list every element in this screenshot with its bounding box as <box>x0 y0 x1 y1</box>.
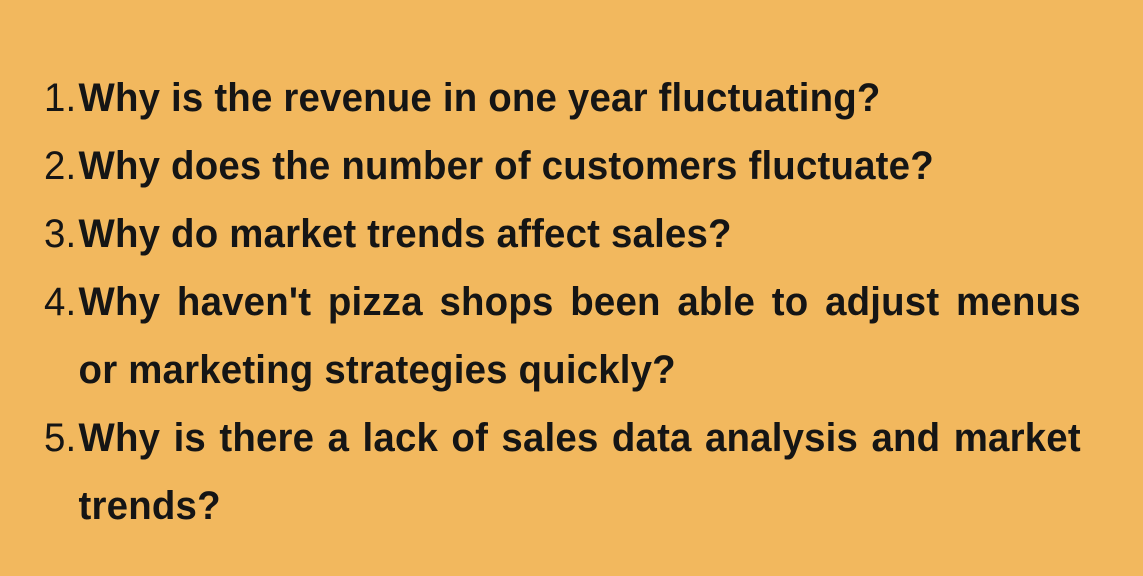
item-number: 5. <box>44 416 77 460</box>
list-item: 2. Why does the number of customers fluc… <box>44 132 1081 200</box>
list-item: 4. Why haven't pizza shops been able to … <box>44 268 1081 404</box>
item-number: 3. <box>44 212 77 256</box>
list-item: 3. Why do market trends affect sales? <box>44 200 1081 268</box>
item-number: 4. <box>44 280 77 324</box>
list-item: 5. Why is there a lack of sales data ana… <box>44 404 1081 540</box>
item-text: Why haven't pizza shops been able to adj… <box>78 280 1081 392</box>
item-text: Why is there a lack of sales data analys… <box>78 416 1081 528</box>
list-item: 1. Why is the revenue in one year fluctu… <box>44 64 1081 132</box>
item-text: Why do market trends affect sales? <box>78 212 732 256</box>
item-number: 2. <box>44 144 77 188</box>
item-number: 1. <box>44 76 77 120</box>
question-list: 1. Why is the revenue in one year fluctu… <box>44 64 1124 540</box>
item-text: Why does the number of customers fluctua… <box>78 144 934 188</box>
item-text: Why is the revenue in one year fluctuati… <box>78 76 881 120</box>
